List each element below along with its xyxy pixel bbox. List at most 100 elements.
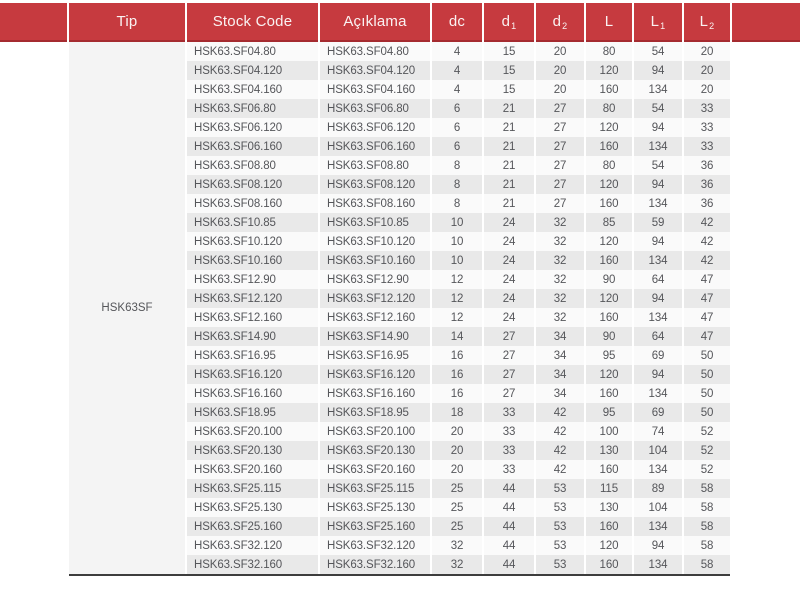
table-cell-L1: 94 <box>634 365 682 384</box>
table-cell-L: 120 <box>586 61 632 80</box>
table-cell-L1: 54 <box>634 99 682 118</box>
table-cell-L: 120 <box>586 289 632 308</box>
table-cell-aciklama: HSK63.SF16.95 <box>320 346 430 365</box>
table-cell-L1: 74 <box>634 422 682 441</box>
table-cell-d1: 21 <box>484 194 534 213</box>
table-cell-d1: 33 <box>484 460 534 479</box>
table-cell-L: 100 <box>586 422 632 441</box>
table-cell-aciklama: HSK63.SF25.160 <box>320 517 430 536</box>
table-cell-L: 120 <box>586 365 632 384</box>
table-cell-aciklama: HSK63.SF18.95 <box>320 403 430 422</box>
table-cell-L1: 69 <box>634 346 682 365</box>
table-cell-aciklama: HSK63.SF20.100 <box>320 422 430 441</box>
table-cell-stock_code: HSK63.SF12.160 <box>187 308 318 327</box>
table-cell-L2: 58 <box>684 517 730 536</box>
table-cell-L1: 104 <box>634 498 682 517</box>
table-cell-L1: 134 <box>634 80 682 99</box>
table-cell-stock_code: HSK63.SF12.120 <box>187 289 318 308</box>
column-header-label: L <box>604 13 614 30</box>
table-cell-dc: 12 <box>432 289 482 308</box>
table-cell-dc: 25 <box>432 498 482 517</box>
table-cell-d1: 24 <box>484 232 534 251</box>
table-cell-stock_code: HSK63.SF08.80 <box>187 156 318 175</box>
table-cell-L1: 94 <box>634 289 682 308</box>
table-cell-stock_code: HSK63.SF04.120 <box>187 61 318 80</box>
table-cell-L: 160 <box>586 384 632 403</box>
table-cell-aciklama: HSK63.SF25.130 <box>320 498 430 517</box>
table-cell-L1: 134 <box>634 384 682 403</box>
table-cell-d1: 44 <box>484 555 534 574</box>
table-cell-L: 95 <box>586 403 632 422</box>
table-cell-dc: 25 <box>432 479 482 498</box>
column-header-aciklama: Açıklama <box>320 3 430 42</box>
table-cell-aciklama: HSK63.SF06.120 <box>320 118 430 137</box>
table-cell-dc: 4 <box>432 80 482 99</box>
table-cell-L1: 94 <box>634 118 682 137</box>
table-cell-dc: 16 <box>432 346 482 365</box>
table-cell-d2: 32 <box>536 213 584 232</box>
column-header-label: L <box>650 13 660 30</box>
table-cell-stock_code: HSK63.SF14.90 <box>187 327 318 346</box>
table-cell-L: 160 <box>586 308 632 327</box>
table-cell-d1: 33 <box>484 422 534 441</box>
table-cell-d1: 33 <box>484 441 534 460</box>
table-cell-dc: 10 <box>432 213 482 232</box>
table-cell-L: 120 <box>586 175 632 194</box>
table-cell-L: 120 <box>586 232 632 251</box>
table-cell-L1: 134 <box>634 555 682 574</box>
table-cell-stock_code: HSK63.SF06.80 <box>187 99 318 118</box>
table-cell-stock_code: HSK63.SF18.95 <box>187 403 318 422</box>
table-cell-stock_code: HSK63.SF08.120 <box>187 175 318 194</box>
table-cell-d2: 27 <box>536 137 584 156</box>
table-cell-L2: 47 <box>684 327 730 346</box>
table-cell-L: 160 <box>586 460 632 479</box>
table-cell-dc: 14 <box>432 327 482 346</box>
column-header-label: d <box>501 13 511 30</box>
table-cell-L2: 36 <box>684 175 730 194</box>
table-cell-stock_code: HSK63.SF10.120 <box>187 232 318 251</box>
table-cell-L2: 52 <box>684 422 730 441</box>
column-header-dc: dc <box>432 3 482 42</box>
table-cell-stock_code: HSK63.SF25.115 <box>187 479 318 498</box>
table-cell-aciklama: HSK63.SF10.120 <box>320 232 430 251</box>
table-cell-stock_code: HSK63.SF06.160 <box>187 137 318 156</box>
column-header-subscript: 2 <box>709 20 715 31</box>
table-cell-L1: 104 <box>634 441 682 460</box>
table-cell-L1: 94 <box>634 232 682 251</box>
table-cell-L1: 59 <box>634 213 682 232</box>
column-header-stock-code: Stock Code <box>187 3 318 42</box>
table-cell-d2: 32 <box>536 289 584 308</box>
table-cell-L1: 64 <box>634 270 682 289</box>
table-cell-d1: 21 <box>484 137 534 156</box>
table-cell-stock_code: HSK63.SF25.160 <box>187 517 318 536</box>
table-cell-L2: 50 <box>684 346 730 365</box>
table-cell-aciklama: HSK63.SF04.120 <box>320 61 430 80</box>
table-cell-L2: 47 <box>684 308 730 327</box>
table-cell-dc: 20 <box>432 422 482 441</box>
table-cell-aciklama: HSK63.SF20.160 <box>320 460 430 479</box>
table-cell-d2: 42 <box>536 441 584 460</box>
table-cell-L: 85 <box>586 213 632 232</box>
table-cell-L1: 134 <box>634 308 682 327</box>
table-cell-d1: 44 <box>484 517 534 536</box>
table-cell-stock_code: HSK63.SF20.160 <box>187 460 318 479</box>
table-cell-d1: 24 <box>484 251 534 270</box>
table-cell-L: 115 <box>586 479 632 498</box>
table-cell-L: 160 <box>586 251 632 270</box>
table-cell-dc: 18 <box>432 403 482 422</box>
table-cell-aciklama: HSK63.SF32.120 <box>320 536 430 555</box>
table-cell-dc: 6 <box>432 99 482 118</box>
table-cell-stock_code: HSK63.SF20.100 <box>187 422 318 441</box>
table-cell-aciklama: HSK63.SF08.80 <box>320 156 430 175</box>
header-filler-left <box>0 3 67 42</box>
table-cell-L2: 58 <box>684 555 730 574</box>
column-header-subscript: 1 <box>660 20 666 31</box>
table-cell-stock_code: HSK63.SF04.160 <box>187 80 318 99</box>
tip-group-cell: HSK63SF <box>69 42 185 574</box>
table-cell-L1: 134 <box>634 517 682 536</box>
table-cell-aciklama: HSK63.SF06.80 <box>320 99 430 118</box>
table-cell-L1: 54 <box>634 42 682 61</box>
table-cell-d1: 15 <box>484 61 534 80</box>
table-cell-aciklama: HSK63.SF14.90 <box>320 327 430 346</box>
